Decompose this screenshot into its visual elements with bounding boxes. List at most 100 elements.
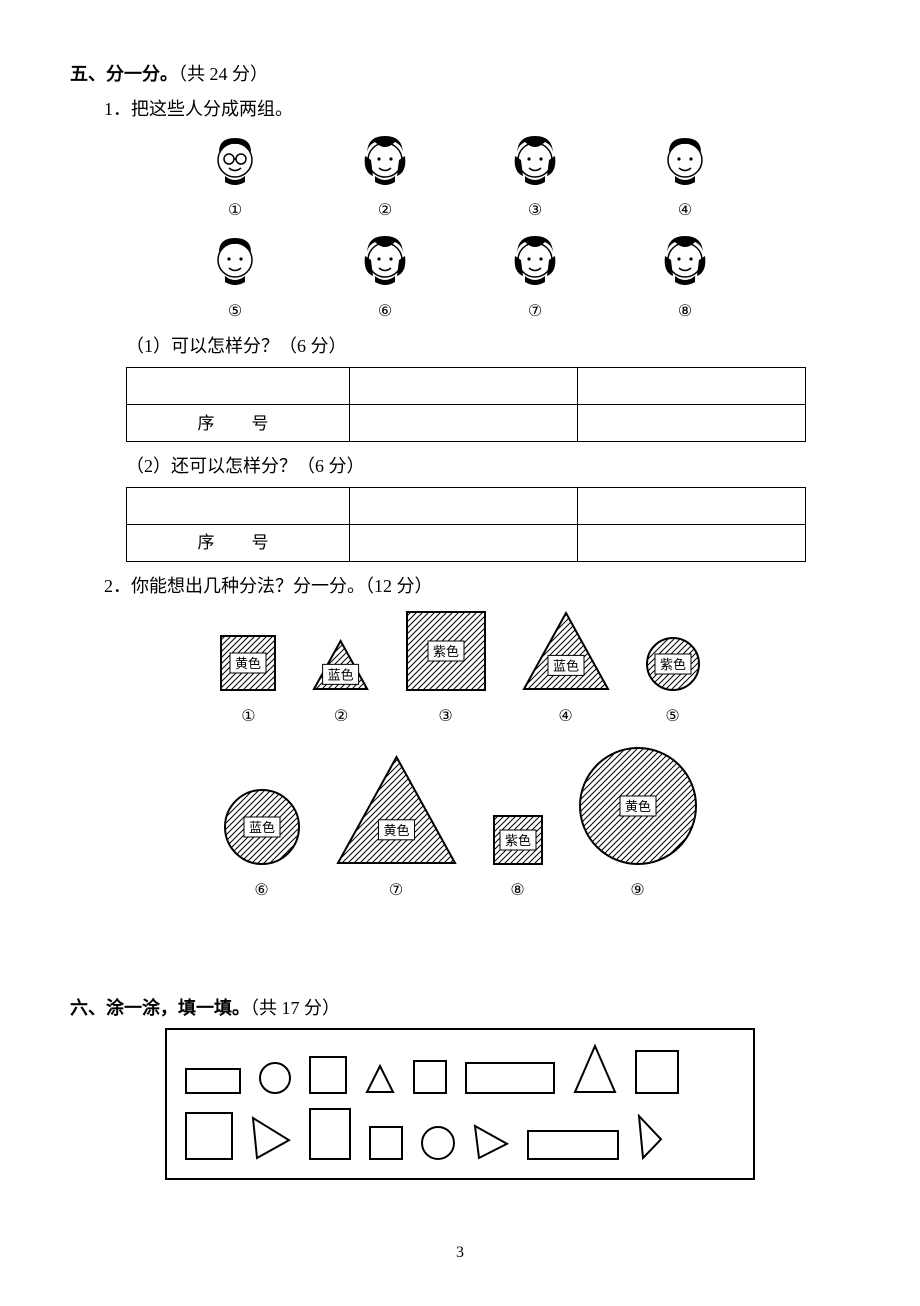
face-7: ⑦: [500, 232, 570, 324]
triangle-icon: [365, 1064, 395, 1094]
faces-row-1: ① ② ③ ④: [70, 132, 850, 224]
table-row: [127, 368, 806, 405]
face-1: ①: [200, 132, 270, 224]
face-icon: [507, 232, 563, 297]
svg-text:蓝色: 蓝色: [248, 820, 274, 835]
shape-9: 黄色 ⑨: [579, 747, 697, 903]
face-number: ③: [528, 198, 542, 224]
svg-text:紫色: 紫色: [504, 833, 530, 848]
face-icon: [207, 132, 263, 197]
triangle-icon: [573, 1044, 617, 1094]
circle-icon: [421, 1126, 455, 1160]
cell-blank[interactable]: [127, 368, 350, 405]
circle-icon: 黄色: [579, 747, 697, 874]
cell-blank[interactable]: [578, 524, 806, 561]
face-3: ③: [500, 132, 570, 224]
circle-icon: 紫色: [646, 637, 700, 700]
face-8: ⑧: [650, 232, 720, 324]
box-row-2: [185, 1108, 735, 1160]
triangle-icon: 蓝色: [522, 611, 610, 700]
cell-blank[interactable]: [578, 487, 806, 524]
shape-number: ⑧: [510, 878, 524, 904]
cell-blank[interactable]: [350, 405, 578, 442]
face-number: ⑤: [228, 299, 242, 325]
cell-blank[interactable]: [578, 405, 806, 442]
face-number: ⑥: [378, 299, 392, 325]
shape-box: [165, 1028, 755, 1180]
cell-blank[interactable]: [578, 368, 806, 405]
cell-blank[interactable]: [350, 487, 578, 524]
square-icon: [369, 1126, 403, 1160]
shape-number: ①: [241, 704, 255, 730]
face-icon: [657, 132, 713, 197]
shape-number: ⑤: [665, 704, 679, 730]
shape-number: ④: [558, 704, 572, 730]
section-6-heading: 六、涂一涂，填一填。（共 17 分）: [70, 994, 850, 1023]
row-label: 序 号: [127, 405, 350, 442]
rect-icon: [185, 1068, 241, 1094]
shape-5: 紫色 ⑤: [646, 637, 700, 729]
q1-sub1-prompt: （1）可以怎样分？（6 分）: [126, 332, 850, 361]
faces-row-2: ⑤ ⑥ ⑦ ⑧: [70, 232, 850, 324]
face-icon: [657, 232, 713, 297]
square-icon: 黄色: [220, 635, 276, 700]
svg-text:黄色: 黄色: [624, 799, 650, 814]
face-number: ⑧: [678, 299, 692, 325]
triangle-icon: 黄色: [336, 755, 457, 874]
page-number: 3: [70, 1240, 850, 1266]
shape-number: ②: [334, 704, 348, 730]
row-label: 序 号: [127, 524, 350, 561]
shape-2: 蓝色 ②: [312, 639, 369, 729]
shape-number: ⑦: [389, 878, 403, 904]
face-5: ⑤: [200, 232, 270, 324]
rect-icon: [309, 1108, 351, 1160]
square-icon: 紫色: [406, 611, 486, 700]
triangle-icon: 蓝色: [312, 639, 369, 700]
triangle-icon: [637, 1114, 663, 1160]
shape-7: 黄色 ⑦: [336, 755, 457, 903]
q1-prompt: 1．把这些人分成两组。: [104, 95, 850, 124]
face-number: ①: [228, 198, 242, 224]
triangle-icon: [473, 1124, 509, 1160]
q1-sub1-table: 序 号: [126, 367, 806, 442]
shape-3: 紫色 ③: [406, 611, 486, 729]
svg-text:蓝色: 蓝色: [328, 667, 354, 682]
circle-icon: 蓝色: [224, 789, 300, 874]
svg-text:紫色: 紫色: [660, 657, 686, 672]
heading-text: 六、涂一涂，填一填。: [70, 998, 250, 1018]
table-row: [127, 487, 806, 524]
svg-text:蓝色: 蓝色: [553, 658, 579, 673]
cell-blank[interactable]: [350, 368, 578, 405]
face-6: ⑥: [350, 232, 420, 324]
q1-sub2-table: 序 号: [126, 487, 806, 562]
heading-points: （共 24 分）: [178, 64, 268, 84]
shape-number: ⑨: [630, 878, 644, 904]
shape-number: ⑥: [254, 878, 268, 904]
face-4: ④: [650, 132, 720, 224]
triangle-icon: [251, 1116, 291, 1160]
square-icon: 紫色: [493, 815, 543, 874]
shape-number: ③: [438, 704, 452, 730]
square-icon: [413, 1060, 447, 1094]
shape-1: 黄色 ①: [220, 635, 276, 729]
shapes-row-1: 黄色 ① 蓝色 ② 紫色 ③ 蓝色 ④ 紫色 ⑤: [70, 611, 850, 729]
face-2: ②: [350, 132, 420, 224]
shape-8: 紫色 ⑧: [493, 815, 543, 903]
svg-text:黄色: 黄色: [383, 823, 409, 838]
square-icon: [185, 1112, 233, 1160]
shape-6: 蓝色 ⑥: [224, 789, 300, 903]
cell-blank[interactable]: [127, 487, 350, 524]
q2-prompt: 2．你能想出几种分法？分一分。（12 分）: [104, 572, 850, 601]
square-icon: [309, 1056, 347, 1094]
square-icon: [635, 1050, 679, 1094]
face-number: ⑦: [528, 299, 542, 325]
heading-text: 五、分一分。: [70, 64, 178, 84]
face-icon: [357, 132, 413, 197]
cell-blank[interactable]: [350, 524, 578, 561]
svg-text:黄色: 黄色: [235, 656, 261, 671]
box-row-1: [185, 1044, 735, 1094]
section-5: 五、分一分。（共 24 分） 1．把这些人分成两组。 ① ② ③ ④: [70, 60, 850, 904]
section-5-heading: 五、分一分。（共 24 分）: [70, 60, 850, 89]
face-icon: [507, 132, 563, 197]
circle-icon: [259, 1062, 291, 1094]
